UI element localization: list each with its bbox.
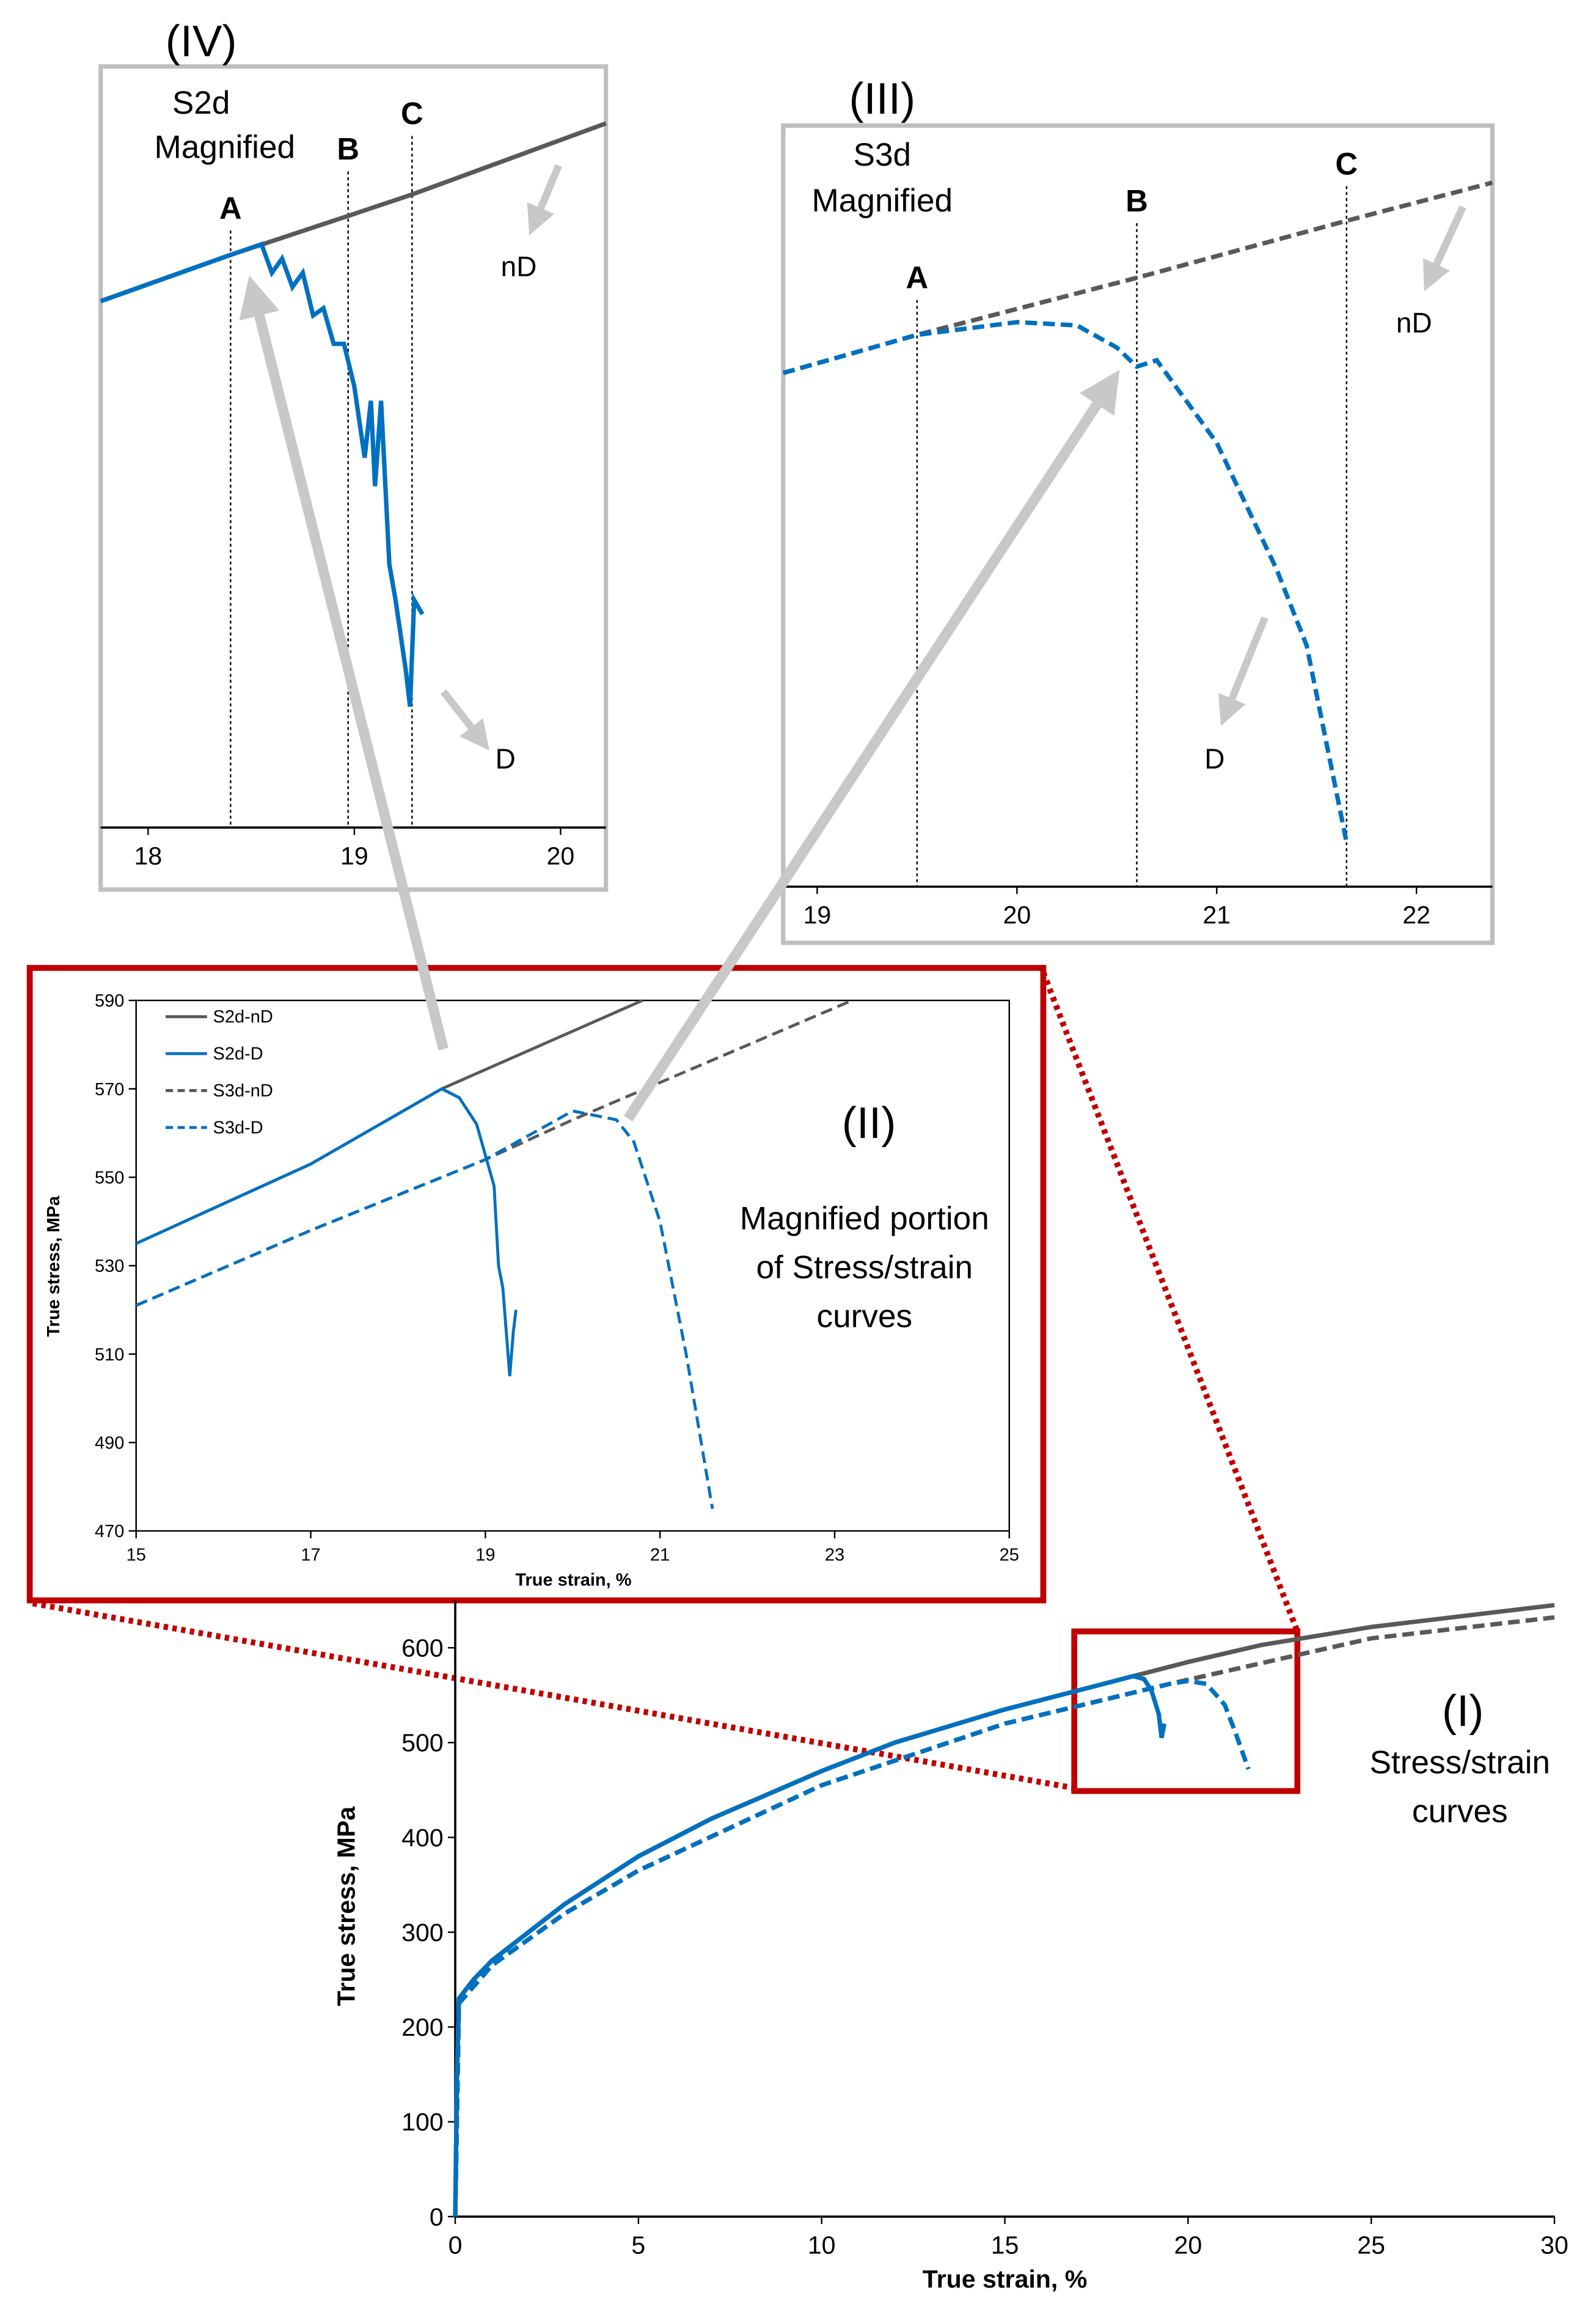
series-line (135, 1087, 518, 1377)
annotation: curves (816, 1298, 912, 1334)
legend-label: S2d-D (213, 1044, 263, 1064)
x-tick-label: 19 (803, 901, 832, 929)
marker-label: C (1335, 146, 1358, 181)
y-tick-label: 510 (95, 1345, 124, 1365)
x-tick-label: 15 (991, 2231, 1019, 2259)
zoom-box (1071, 1628, 1301, 1794)
x-tick-label: 19 (340, 842, 368, 870)
annotation: nD (501, 251, 537, 282)
series-line (100, 241, 425, 707)
marker-label: A (219, 191, 242, 226)
annotation: Magnified (812, 183, 953, 219)
marker-label: A (906, 260, 929, 295)
y-tick-label: 590 (95, 991, 124, 1011)
x-axis-label: True strain, % (515, 1570, 631, 1590)
arrow (623, 370, 1120, 1122)
box-iii (781, 123, 1495, 945)
annotation: S2d (172, 85, 230, 121)
annotation: D (496, 743, 516, 774)
arrow (1218, 616, 1268, 726)
y-tick-label: 490 (95, 1433, 124, 1453)
y-axis-label: True stress, MPa (44, 1195, 64, 1337)
x-tick-label: 10 (808, 2231, 836, 2259)
y-tick-label: 300 (401, 1918, 444, 1947)
x-tick-label: 20 (1003, 901, 1031, 929)
annotation: nD (1396, 307, 1432, 339)
x-tick-label: 5 (631, 2231, 645, 2259)
zoom-connector (1040, 971, 1300, 1633)
series-line (782, 320, 1349, 843)
annotation: S3d (854, 137, 912, 173)
x-tick-label: 22 (1402, 901, 1430, 929)
marker-label: C (401, 96, 423, 131)
series-line (135, 1109, 714, 1510)
annotation: (IV) (166, 17, 237, 66)
x-tick-label: 23 (825, 1545, 844, 1565)
x-tick-label: 21 (1202, 901, 1231, 929)
x-tick-label: 18 (134, 842, 163, 870)
x-tick-label: 0 (448, 2231, 463, 2259)
arrow (527, 164, 562, 235)
annotation: D (1204, 743, 1224, 774)
y-tick-label: 100 (401, 2108, 444, 2136)
y-tick-label: 470 (95, 1522, 124, 1541)
x-tick-label: 15 (126, 1545, 146, 1565)
x-tick-label: 21 (650, 1545, 670, 1565)
box-ii (26, 964, 1047, 1604)
marker-label: B (1126, 183, 1148, 218)
arrow (1422, 205, 1466, 292)
y-tick-label: 0 (430, 2203, 444, 2231)
arrow (440, 689, 490, 751)
y-tick-label: 550 (95, 1168, 124, 1187)
x-tick-label: 30 (1540, 2231, 1569, 2259)
series-line (453, 1678, 1251, 2217)
x-tick-label: 19 (475, 1545, 495, 1565)
annotation: Magnified (155, 130, 296, 166)
annotation: curves (1412, 1793, 1508, 1829)
zoom-connector (32, 1600, 1075, 1791)
legend-label: S3d-D (213, 1118, 263, 1138)
annotation: Magnified portion (740, 1201, 989, 1237)
x-tick-label: 25 (1000, 1545, 1019, 1565)
annotation: (III) (849, 74, 915, 123)
legend-label: S3d-nD (213, 1081, 273, 1101)
y-tick-label: 200 (401, 2013, 444, 2041)
annotation: (II) (842, 1098, 896, 1148)
marker-label: B (337, 131, 359, 166)
x-tick-label: 20 (1174, 2231, 1202, 2259)
legend-label: S2d-nD (213, 1007, 273, 1027)
y-tick-label: 600 (401, 1634, 444, 1662)
x-tick-label: 25 (1357, 2231, 1385, 2259)
y-axis-label: True stress, MPa (332, 1806, 361, 2006)
y-tick-label: 530 (95, 1257, 124, 1276)
x-tick-label: 17 (301, 1545, 320, 1565)
y-tick-label: 400 (401, 1824, 444, 1852)
x-axis-label: True strain, % (923, 2265, 1087, 2293)
annotation: Stress/strain (1369, 1745, 1550, 1781)
y-tick-label: 570 (95, 1080, 124, 1099)
box-iv (98, 64, 609, 892)
arrow (239, 275, 448, 1051)
x-tick-label: 20 (547, 842, 575, 870)
annotation: (I) (1442, 1686, 1484, 1736)
series-line (453, 1673, 1166, 2217)
annotation: of Stress/strain (756, 1250, 973, 1286)
y-tick-label: 500 (401, 1729, 444, 1757)
